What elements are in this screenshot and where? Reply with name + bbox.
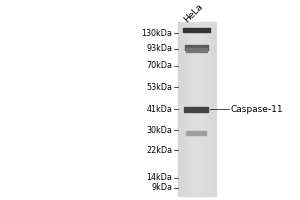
Text: 41kDa: 41kDa bbox=[146, 105, 172, 114]
Text: 93kDa: 93kDa bbox=[146, 44, 172, 53]
Text: 22kDa: 22kDa bbox=[146, 146, 172, 155]
Text: 70kDa: 70kDa bbox=[146, 61, 172, 70]
Text: 130kDa: 130kDa bbox=[142, 29, 172, 38]
Bar bbox=[185, 48, 207, 52]
Text: Caspase-11: Caspase-11 bbox=[231, 105, 283, 114]
Text: 53kDa: 53kDa bbox=[146, 83, 172, 92]
Bar bbox=[184, 107, 208, 112]
Bar bbox=[178, 22, 216, 196]
Text: 9kDa: 9kDa bbox=[152, 183, 172, 192]
Text: 14kDa: 14kDa bbox=[146, 173, 172, 182]
Text: 30kDa: 30kDa bbox=[146, 126, 172, 135]
Bar bbox=[183, 28, 210, 32]
Bar bbox=[186, 131, 206, 135]
Bar bbox=[185, 45, 208, 50]
Text: HeLa: HeLa bbox=[182, 2, 204, 24]
